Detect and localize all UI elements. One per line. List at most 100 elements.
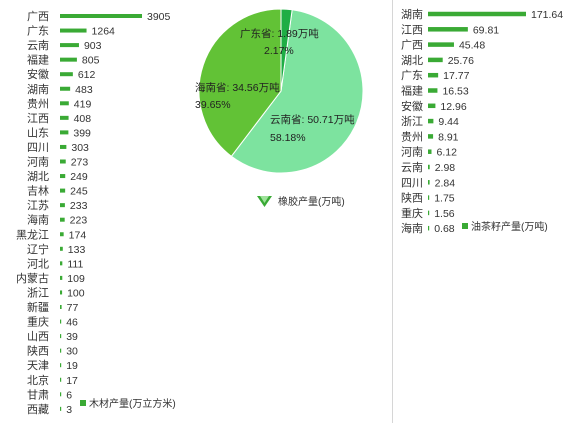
category-label: 江西	[401, 23, 423, 36]
value-label: 419	[74, 98, 92, 110]
bar	[428, 118, 434, 124]
category-label: 重庆	[401, 206, 423, 220]
legend-label: 橡胶产量(万吨)	[278, 195, 345, 208]
category-label: 云南	[401, 161, 423, 174]
value-label: 249	[70, 171, 88, 183]
bar	[428, 210, 430, 216]
category-label: 湖北	[27, 170, 49, 183]
bar	[60, 363, 62, 368]
pie-slice	[280, 8, 293, 92]
bar	[60, 232, 64, 237]
category-label: 内蒙古	[16, 271, 49, 285]
value-label: 100	[67, 287, 85, 299]
bar	[60, 57, 77, 62]
bar	[60, 86, 71, 91]
category-label: 西藏	[27, 403, 49, 416]
bar	[60, 43, 79, 48]
value-label: 1264	[92, 26, 116, 38]
bar	[60, 144, 67, 149]
pie-slice-percent: 2.17%	[264, 45, 294, 57]
bar	[428, 11, 526, 17]
bar	[60, 290, 63, 295]
value-label: 6	[66, 389, 72, 401]
category-label: 天津	[27, 359, 49, 372]
rubber-output-pie-chart: 云南省: 50.71万吨 58.18% 海南省: 34.56万吨 39.65% 广东省:…	[195, 8, 364, 208]
pie-slice-label: 海南省: 34.56万吨	[195, 81, 280, 94]
category-label: 河南	[401, 146, 423, 159]
value-label: 45.48	[459, 40, 485, 52]
pie-slice	[230, 9, 364, 174]
value-label: 1.75	[434, 193, 455, 205]
value-label: 612	[78, 69, 96, 81]
category-label: 海南	[27, 213, 49, 227]
legend-label: 木材产量(万立方米)	[89, 397, 176, 410]
category-label: 黑龙江	[16, 228, 49, 241]
category-label: 湖南	[27, 83, 49, 96]
category-label: 山西	[27, 330, 49, 343]
value-label: 17	[66, 375, 78, 387]
value-label: 399	[73, 127, 91, 139]
value-label: 111	[67, 258, 83, 270]
bar	[60, 348, 62, 353]
bar	[60, 14, 142, 18]
category-label: 吉林	[27, 184, 49, 198]
leaf-icon	[257, 196, 272, 207]
category-label: 湖北	[401, 54, 423, 67]
bar	[428, 72, 439, 78]
value-label: 273	[71, 157, 89, 169]
category-label: 云南	[27, 39, 49, 52]
value-label: 25.76	[448, 55, 474, 67]
pie-slice-label: 广东省: 1.89万吨	[240, 27, 319, 40]
category-label: 北京	[27, 373, 49, 387]
bar	[60, 203, 65, 208]
bar	[60, 159, 66, 164]
oil-tea-seed-chart-panel: 湖南 171.64 江西 69.81 广西 45.48 湖北 25.76 广东 17.77 福建 16…	[392, 0, 577, 423]
category-label: 海南	[401, 221, 423, 235]
category-label: 福建	[401, 84, 423, 98]
pie-slice	[198, 8, 282, 157]
category-label: 安徽	[401, 99, 423, 113]
bar	[60, 130, 69, 135]
bar	[60, 319, 62, 324]
bar	[60, 217, 65, 222]
bar	[60, 174, 66, 179]
bar	[428, 164, 430, 170]
category-label: 四川	[401, 177, 423, 189]
bar	[60, 392, 62, 397]
category-label: 甘肃	[27, 388, 49, 401]
bar	[428, 103, 436, 109]
value-label: 223	[70, 215, 88, 227]
bar	[428, 42, 454, 47]
value-label: 2.84	[435, 177, 456, 189]
bar	[428, 225, 430, 231]
value-label: 245	[70, 186, 88, 198]
value-label: 16.53	[442, 86, 468, 98]
value-label: 3905	[147, 11, 171, 23]
category-label: 重庆	[27, 315, 49, 329]
legend-swatch	[462, 223, 468, 229]
pie-slice-label: 云南省: 50.71万吨	[270, 113, 355, 126]
value-label: 805	[82, 55, 100, 67]
value-label: 12.96	[440, 101, 466, 113]
bar	[60, 406, 62, 411]
bar	[428, 27, 468, 32]
category-label: 新疆	[27, 300, 49, 314]
category-label: 福建	[27, 53, 49, 67]
bar	[60, 275, 63, 280]
bar	[60, 246, 63, 251]
value-label: 2.98	[435, 162, 456, 174]
category-label: 四川	[27, 142, 49, 154]
value-label: 303	[71, 142, 89, 154]
value-label: 109	[67, 273, 85, 285]
category-label: 浙江	[401, 115, 423, 128]
wood-output-bar-chart: 广西 3905 广东 1264 云南 903 福建 805 安徽 612 湖南 483 贵州 419 江西 4…	[16, 10, 176, 416]
bar	[428, 88, 438, 93]
category-label: 江西	[27, 112, 49, 125]
legend-label: 油茶籽产量(万吨)	[471, 220, 548, 233]
value-label: 77	[67, 302, 79, 314]
bar	[60, 261, 63, 266]
value-label: 233	[70, 200, 88, 212]
category-label: 贵州	[27, 97, 49, 110]
value-label: 30	[66, 346, 78, 358]
category-label: 河南	[27, 156, 49, 169]
